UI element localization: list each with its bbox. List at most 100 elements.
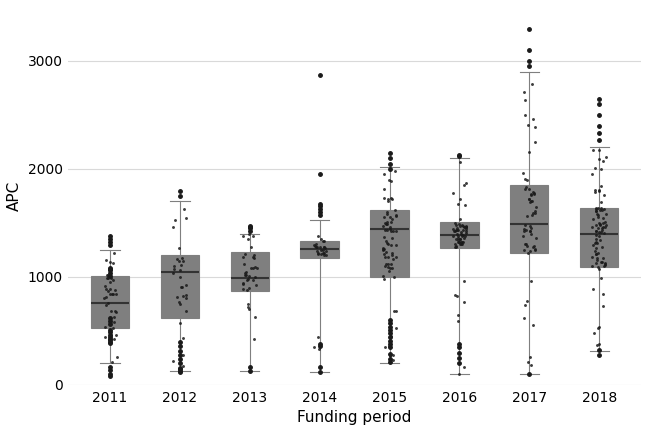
Point (378, 272, 389, 279)
Point (528, 243, 538, 250)
Point (590, 260, 601, 267)
Point (238, 286, 248, 292)
Point (241, 271, 251, 278)
Point (453, 312, 463, 319)
Point (529, 190, 539, 197)
Point (456, 236, 466, 243)
Point (390, 213, 400, 219)
Point (249, 335, 260, 342)
Point (380, 220, 390, 227)
Point (318, 247, 328, 254)
Point (238, 280, 248, 287)
Point (388, 356, 399, 363)
Point (455, 159, 465, 166)
Point (587, 171, 597, 178)
Point (523, 359, 533, 366)
Point (386, 194, 397, 201)
Point (588, 286, 598, 293)
Point (460, 201, 470, 208)
Point (318, 243, 329, 250)
Point (243, 300, 253, 307)
Point (169, 263, 179, 270)
Point (391, 324, 402, 331)
Point (526, 277, 536, 284)
Point (598, 291, 608, 298)
Point (530, 246, 540, 253)
Point (520, 111, 530, 118)
Point (386, 177, 397, 184)
PathPatch shape (301, 241, 339, 257)
Point (524, 195, 534, 202)
Point (378, 222, 388, 229)
Point (244, 285, 255, 292)
Point (593, 250, 603, 257)
Point (107, 359, 117, 366)
Point (526, 361, 536, 368)
Point (601, 154, 611, 161)
Point (456, 241, 466, 248)
Point (391, 307, 401, 314)
Point (388, 255, 398, 262)
Point (452, 226, 462, 233)
Point (382, 239, 393, 246)
Point (530, 210, 540, 216)
Point (526, 198, 537, 205)
Point (110, 287, 120, 294)
Point (461, 226, 471, 233)
Point (528, 210, 538, 216)
Point (531, 203, 541, 210)
Point (530, 207, 540, 214)
Point (596, 165, 607, 172)
Point (456, 239, 467, 246)
Point (103, 272, 113, 279)
Point (450, 219, 461, 226)
Point (520, 302, 531, 309)
Point (175, 300, 185, 307)
Point (380, 262, 390, 269)
Point (591, 231, 601, 238)
Point (244, 273, 255, 280)
Point (592, 211, 602, 218)
Point (243, 304, 253, 311)
Point (450, 227, 460, 234)
Point (100, 286, 111, 292)
Point (105, 259, 115, 266)
Y-axis label: APC: APC (7, 181, 22, 211)
Point (456, 238, 466, 245)
Point (596, 236, 606, 243)
Point (181, 295, 191, 302)
Point (591, 208, 601, 215)
Point (386, 264, 397, 271)
Point (458, 232, 469, 239)
Point (244, 231, 254, 238)
Point (385, 264, 395, 271)
Point (459, 234, 469, 241)
Point (518, 232, 528, 239)
Point (102, 300, 113, 307)
Point (391, 212, 401, 219)
Point (460, 233, 470, 240)
Point (99, 295, 110, 302)
Point (528, 243, 538, 250)
Point (111, 291, 121, 298)
Point (383, 198, 393, 205)
Point (453, 318, 463, 324)
Point (385, 353, 395, 359)
Point (385, 214, 395, 221)
Point (593, 212, 603, 219)
Point (593, 225, 603, 232)
Point (597, 258, 607, 265)
Point (599, 263, 609, 270)
Point (593, 214, 603, 221)
Point (246, 244, 256, 251)
Point (242, 276, 253, 283)
Point (109, 336, 119, 343)
Point (523, 121, 533, 128)
Point (599, 230, 609, 237)
Point (451, 226, 461, 233)
Point (240, 270, 250, 277)
Point (594, 232, 604, 239)
Point (240, 272, 250, 279)
Point (318, 250, 328, 257)
Point (314, 346, 324, 353)
